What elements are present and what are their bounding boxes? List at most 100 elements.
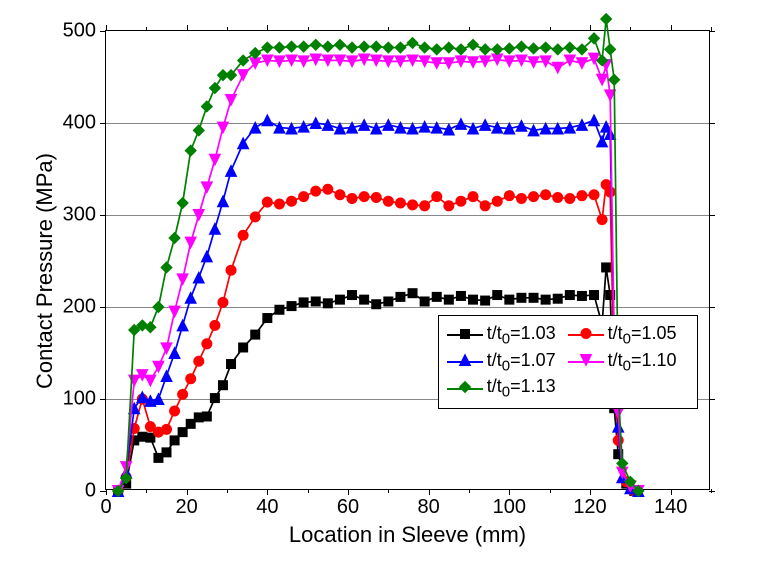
series-marker-s107 [516, 120, 527, 131]
x-tick-label: 40 [256, 496, 278, 519]
series-marker-s105 [186, 374, 196, 384]
series-marker-s105 [226, 265, 236, 275]
legend-label: t/t0=1.13 [487, 376, 556, 401]
series-marker-s110 [201, 182, 212, 193]
legend-item-s110: t/t0=1.10 [568, 350, 677, 375]
series-marker-s113 [468, 39, 479, 50]
series-marker-s110 [153, 361, 164, 372]
series-marker-s107 [589, 115, 600, 126]
y-axis-label: Contact Pressure (MPa) [32, 153, 58, 389]
series-marker-s103 [162, 448, 171, 457]
series-marker-s105 [597, 215, 607, 225]
series-marker-s103 [239, 343, 248, 352]
series-marker-s103 [170, 436, 179, 445]
x-tick-label: 100 [493, 496, 526, 519]
x-tick-label: 20 [176, 496, 198, 519]
legend-swatch [568, 355, 604, 369]
series-marker-s103 [348, 291, 357, 300]
series-marker-s103 [456, 291, 465, 300]
series-marker-s105 [444, 201, 454, 211]
series-marker-s103 [335, 295, 344, 304]
series-layer [106, 31, 709, 489]
series-marker-s107 [161, 371, 172, 382]
series-marker-s103 [553, 294, 562, 303]
series-marker-s103 [493, 291, 502, 300]
series-marker-s113 [209, 83, 220, 94]
series-marker-s105 [178, 389, 188, 399]
series-marker-s103 [541, 295, 550, 304]
series-marker-s105 [238, 230, 248, 240]
series-marker-s113 [492, 44, 503, 55]
series-marker-s103 [178, 428, 187, 437]
series-marker-s107 [250, 122, 261, 133]
series-marker-s110 [238, 70, 249, 81]
series-marker-s107 [359, 119, 370, 130]
x-tick [187, 489, 188, 495]
series-marker-s107 [185, 292, 196, 303]
series-marker-s103 [481, 296, 490, 305]
legend-swatch [447, 382, 483, 396]
series-marker-s105 [218, 297, 228, 307]
x-tick [509, 489, 510, 495]
series-marker-s113 [298, 41, 309, 52]
series-marker-s105 [565, 193, 575, 203]
series-marker-s103 [432, 292, 441, 301]
series-marker-s105 [194, 356, 204, 366]
x-tick-label: 140 [654, 496, 687, 519]
x-tick [590, 489, 591, 495]
series-marker-s113 [504, 43, 515, 54]
y-tick-label: 200 [63, 296, 96, 319]
series-marker-s105 [589, 190, 599, 200]
series-marker-s113 [540, 42, 551, 53]
series-marker-s103 [505, 295, 514, 304]
series-marker-s105 [287, 196, 297, 206]
series-marker-s107 [169, 348, 180, 359]
series-marker-s105 [480, 201, 490, 211]
series-marker-s105 [395, 198, 405, 208]
series-marker-s105 [210, 320, 220, 330]
legend-label: t/t0=1.07 [487, 350, 556, 375]
legend-item-s107: t/t0=1.07 [447, 350, 556, 375]
series-marker-s110 [129, 375, 140, 386]
series-line-s110 [118, 59, 638, 491]
x-tick [348, 489, 349, 495]
series-marker-s105 [335, 190, 345, 200]
y-tick [709, 215, 715, 216]
series-marker-s113 [193, 125, 204, 136]
series-marker-s103 [577, 291, 586, 300]
x-tick-minor [550, 489, 551, 493]
x-tick-minor [711, 489, 712, 493]
x-tick [267, 489, 268, 495]
series-marker-s113 [334, 39, 345, 50]
series-marker-s113 [601, 14, 612, 25]
series-marker-s105 [553, 193, 563, 203]
legend-label: t/t0=1.05 [608, 323, 677, 348]
series-marker-s105 [605, 187, 615, 197]
series-marker-s113 [153, 302, 164, 313]
legend-row: t/t0=1.13 [447, 376, 689, 401]
series-marker-s107 [153, 394, 164, 405]
series-marker-s107 [480, 119, 491, 130]
x-tick-minor [388, 489, 389, 493]
series-marker-s105 [262, 197, 272, 207]
series-marker-s105 [432, 192, 442, 202]
y-tick [709, 491, 715, 492]
series-marker-s110 [177, 274, 188, 285]
series-marker-s110 [226, 95, 237, 106]
series-marker-s105 [516, 193, 526, 203]
series-marker-s105 [347, 193, 357, 203]
series-marker-s105 [323, 184, 333, 194]
series-marker-s113 [528, 43, 539, 54]
series-marker-s113 [177, 198, 188, 209]
series-marker-s113 [145, 322, 156, 333]
series-marker-s107 [201, 251, 212, 262]
series-marker-s113 [431, 44, 442, 55]
series-marker-s103 [529, 293, 538, 302]
series-marker-s103 [275, 305, 284, 314]
series-marker-s107 [193, 272, 204, 283]
series-marker-s113 [516, 41, 527, 52]
x-tick-minor [146, 489, 147, 493]
legend-row: t/t0=1.03 t/t0=1.05 [447, 323, 689, 348]
x-tick-minor [308, 489, 309, 493]
series-marker-s105 [202, 339, 212, 349]
